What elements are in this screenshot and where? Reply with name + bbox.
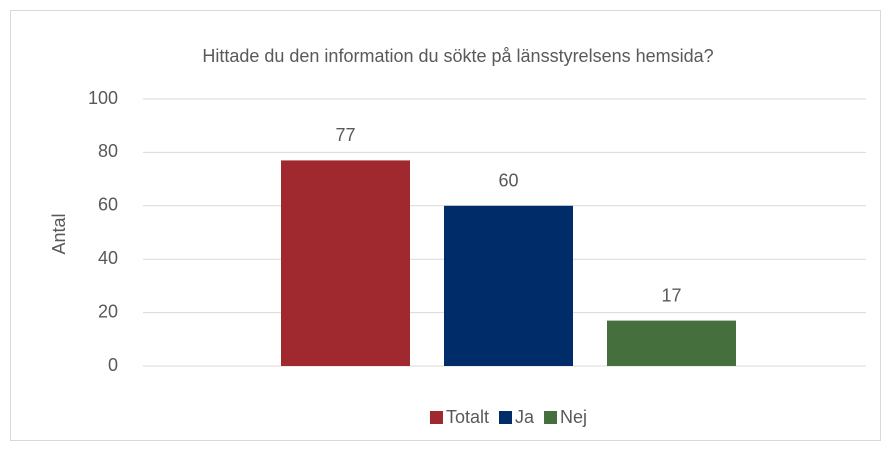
chart-title: Hittade du den information du sökte på l… — [202, 46, 713, 66]
legend-label: Totalt — [446, 407, 489, 427]
bar — [281, 160, 410, 366]
legend-swatch — [429, 411, 443, 424]
bar — [444, 205, 573, 366]
data-label: 17 — [661, 285, 681, 305]
y-tick-label: 40 — [98, 248, 118, 268]
legend-swatch — [499, 411, 512, 424]
y-tick-label: 60 — [98, 195, 118, 215]
y-tick-label: 0 — [108, 355, 118, 375]
bar — [607, 320, 736, 366]
legend-swatch — [544, 411, 558, 424]
data-label: 77 — [335, 125, 355, 145]
data-label: 60 — [498, 171, 518, 191]
y-tick-label: 100 — [88, 88, 118, 108]
y-axis-label: Antal — [49, 213, 69, 254]
legend-label: Nej — [560, 407, 587, 427]
y-tick-label: 20 — [98, 301, 118, 321]
y-tick-label: 80 — [98, 141, 118, 161]
legend-label: Ja — [515, 407, 535, 427]
